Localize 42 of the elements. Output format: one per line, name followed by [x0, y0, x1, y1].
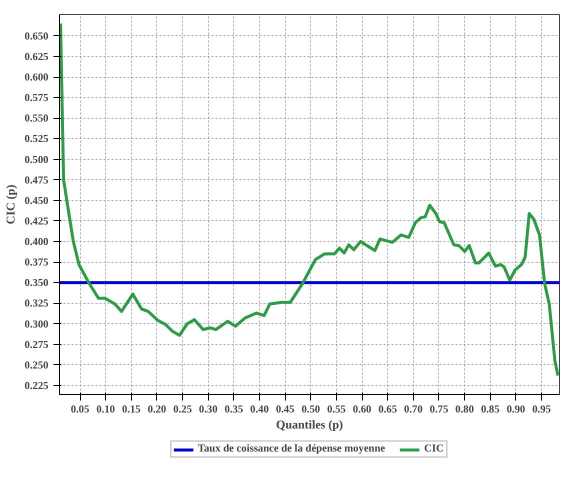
x-tick-label: 0.55	[327, 404, 346, 416]
y-tick-label: 0.525	[24, 134, 49, 146]
x-tick-label: 0.40	[250, 404, 269, 416]
y-tick-label: 0.375	[24, 258, 49, 269]
x-tick-label: 0.75	[430, 404, 448, 416]
y-tick-label: 0.275	[24, 340, 49, 351]
y-tick-label: 0.500	[24, 154, 49, 166]
y-tick-label: 0.325	[24, 298, 49, 310]
y-axis-title: CIC (p)	[4, 184, 18, 224]
x-tick-label: 0.10	[96, 404, 115, 416]
y-tick-label: 0.225	[24, 380, 49, 392]
x-tick-label: 0.20	[148, 404, 166, 416]
y-tick-label: 0.600	[24, 72, 49, 84]
y-tick-label: 0.625	[24, 52, 49, 63]
x-tick-label: 0.95	[532, 404, 551, 416]
x-tick-label: 0.90	[506, 404, 526, 416]
x-tick-label: 0.70	[404, 404, 423, 416]
x-tick-label: 0.60	[352, 404, 372, 416]
x-tick-label: 0.50	[301, 404, 320, 416]
y-tick-label: 0.250	[24, 360, 49, 372]
legend-label: CIC	[424, 444, 444, 454]
x-tick-label: 0.85	[480, 404, 500, 416]
y-tick-label: 0.400	[24, 237, 49, 248]
y-tick-label: 0.475	[24, 175, 49, 186]
x-tick-label: 0.15	[122, 404, 141, 416]
x-axis-title: Quantiles (p)	[276, 418, 344, 432]
x-tick-label: 0.80	[455, 404, 474, 416]
line-series	[60, 22, 560, 378]
x-tick-label: 0.45	[276, 404, 294, 416]
legend-label: Taux de coissance de la dépense moyenne	[198, 444, 386, 454]
y-tick-label: 0.450	[24, 196, 49, 207]
x-tick-label: 0.30	[198, 404, 218, 416]
y-tick-label: 0.550	[24, 114, 49, 125]
y-tick-label: 0.350	[24, 278, 49, 290]
y-tick-label: 0.650	[24, 31, 49, 42]
x-tick-label: 0.05	[70, 404, 90, 416]
x-tick-label: 0.25	[173, 404, 192, 416]
x-tick-label: 0.35	[224, 404, 244, 416]
y-tick-label: 0.575	[24, 93, 49, 104]
y-tick-label: 0.300	[24, 319, 49, 330]
y-tick-label: 0.425	[24, 216, 49, 228]
x-tick-label: 0.65	[378, 404, 398, 416]
